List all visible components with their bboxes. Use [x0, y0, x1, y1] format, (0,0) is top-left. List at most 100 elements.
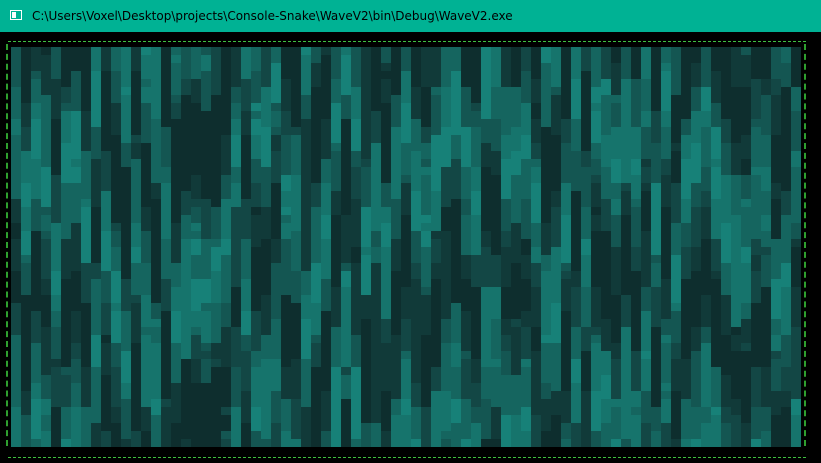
wave-cell [381, 287, 391, 319]
wave-cell [451, 159, 461, 199]
wave-cell [521, 239, 531, 247]
wave-cell [251, 71, 261, 103]
wave-cell [481, 295, 491, 303]
title-bar[interactable]: C:\Users\Voxel\Desktop\projects\Console-… [0, 0, 821, 32]
wave-cell [171, 191, 181, 223]
wave-cell [311, 111, 321, 143]
wave-cell [371, 71, 381, 111]
wave-cell [201, 383, 211, 407]
wave-cell [51, 359, 61, 367]
wave-cell [391, 399, 401, 415]
wave-cell [731, 359, 741, 399]
wave-cell [721, 119, 731, 143]
wave-cell [61, 279, 71, 319]
console-window-icon[interactable] [10, 10, 22, 20]
wave-cell [141, 207, 151, 231]
wave-cell [181, 95, 191, 111]
wave-cell [631, 271, 641, 303]
wave-cell [41, 431, 51, 447]
wave-cell [791, 239, 801, 247]
wave-cell [221, 407, 231, 415]
wave-cell [621, 391, 631, 399]
wave-cell [681, 319, 691, 359]
wave-cell [561, 279, 571, 311]
wave-cell [21, 127, 31, 135]
wave-cell [701, 111, 711, 127]
wave-cell [681, 119, 691, 135]
wave-cell [301, 359, 311, 367]
wave-cell [491, 359, 501, 367]
wave-cell [311, 87, 321, 111]
wave-cell [751, 407, 761, 439]
wave-cell [461, 167, 471, 199]
wave-cell [161, 79, 171, 111]
wave-cell [371, 199, 381, 215]
wave-cell [111, 271, 121, 303]
wave-cell [511, 47, 521, 87]
wave-cell [511, 311, 521, 319]
wave-cell [201, 111, 211, 151]
wave-cell [721, 423, 731, 447]
wave-cell [691, 183, 701, 207]
wave-cell [331, 151, 341, 191]
window-title: C:\Users\Voxel\Desktop\projects\Console-… [32, 9, 513, 23]
wave-cell [441, 319, 451, 343]
wave-cell [181, 215, 191, 239]
wave-cell [531, 143, 541, 159]
wave-cell [281, 327, 291, 367]
wave-cell [241, 175, 251, 199]
wave-cell [711, 127, 721, 159]
wave-cell [251, 215, 261, 247]
wave-cell [91, 47, 101, 71]
wave-cell [461, 87, 471, 127]
wave-cell [31, 103, 41, 119]
wave-cell [211, 439, 221, 447]
wave-cell [251, 55, 261, 71]
wave-cell [231, 87, 241, 103]
wave-cell [451, 423, 461, 447]
wave-cell [391, 343, 401, 359]
wave-cell [411, 439, 421, 447]
wave-cell [651, 183, 661, 215]
game-border-top [8, 41, 806, 42]
wave-cell [141, 367, 151, 407]
wave-cell [471, 215, 481, 255]
wave-cell [481, 303, 491, 327]
wave-cell [631, 351, 641, 391]
wave-cell [511, 343, 521, 375]
wave-cell [371, 111, 381, 143]
wave-cell [551, 215, 561, 247]
wave-cell [281, 79, 291, 111]
wave-cell [591, 143, 601, 159]
wave-cell [71, 311, 81, 343]
wave-cell [221, 271, 231, 303]
wave-cell [681, 311, 691, 319]
wave-cell [201, 343, 211, 351]
wave-cell [21, 263, 31, 295]
wave-cell [231, 47, 241, 87]
wave-cell [691, 47, 701, 63]
wave-cell [511, 287, 521, 311]
wave-cell [761, 255, 771, 287]
wave-cell [361, 359, 371, 391]
wave-cell [191, 207, 201, 223]
wave-cell [621, 399, 631, 439]
wave-cell [781, 407, 791, 423]
wave-cell [331, 407, 341, 447]
wave-cell [411, 383, 421, 407]
wave-cell [481, 47, 491, 79]
wave-cell [471, 295, 481, 319]
wave-cell [721, 359, 731, 375]
wave-cell [651, 47, 661, 71]
wave-cell [181, 319, 191, 359]
wave-cell [201, 359, 211, 383]
wave-cell [171, 103, 181, 119]
wave-cell [581, 279, 591, 287]
wave-cell [431, 159, 441, 191]
wave-cell [711, 415, 721, 447]
wave-cell [521, 135, 531, 159]
wave-cell [561, 47, 571, 87]
wave-cell [481, 143, 491, 167]
wave-cell [181, 239, 191, 271]
wave-cell [621, 199, 631, 215]
